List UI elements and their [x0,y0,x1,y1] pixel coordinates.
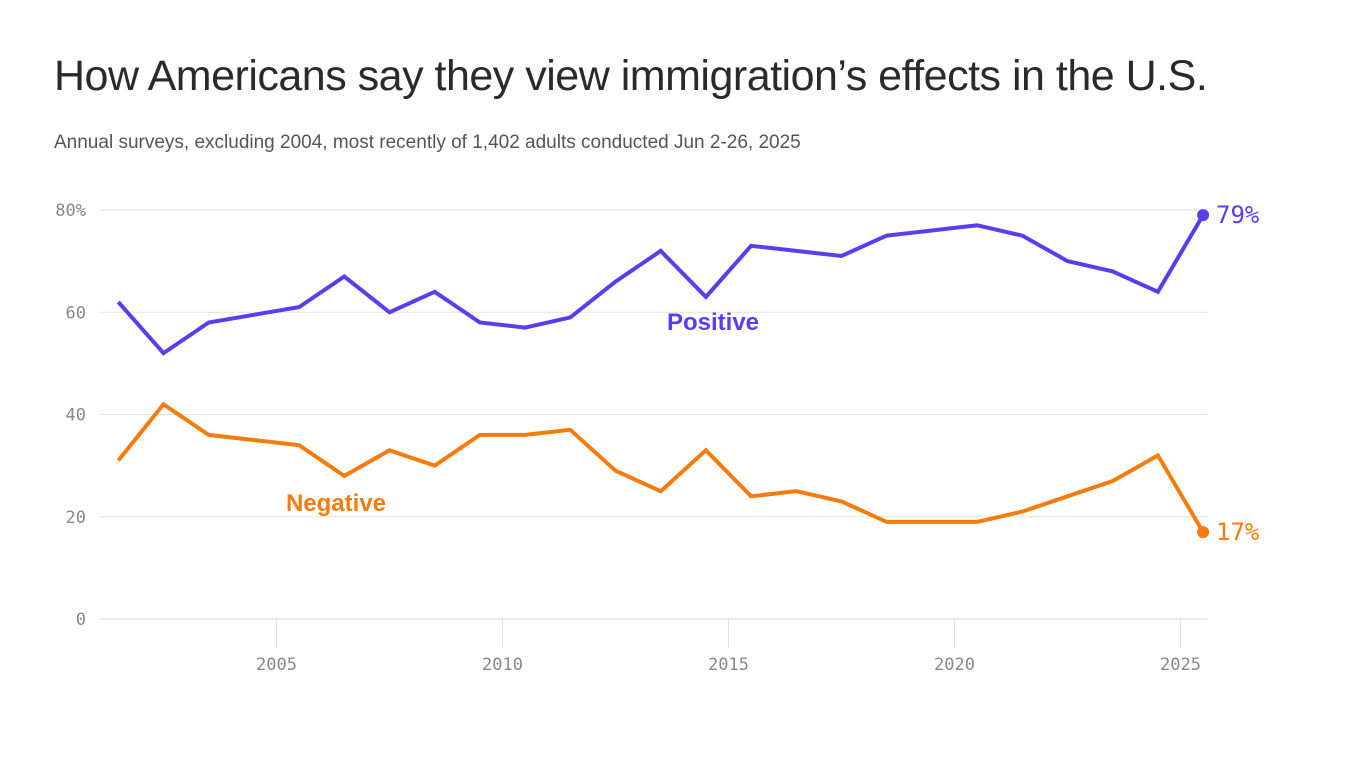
end-point-negative [1197,526,1210,539]
y-tick-label: 20 [66,508,86,528]
series-label-positive: Positive [667,309,759,336]
y-tick-label: 0 [76,610,86,630]
y-tick-label: 80% [55,201,86,221]
grid-lines [100,209,1207,620]
series-line-positive [116,214,1205,356]
y-axis: 0 20 40 60 80% [55,201,86,630]
series-label-negative: Negative [286,490,386,517]
y-tick-label: 60 [66,303,86,323]
series-line-negative [116,401,1205,534]
x-tick-label: 2015 [708,655,749,675]
end-value-label-negative: 17% [1216,518,1260,546]
y-tick-label: 40 [66,406,86,426]
chart-subtitle: Annual surveys, excluding 2004, most rec… [54,132,801,153]
labels: Positive Negative 79% 17% [286,201,1260,546]
x-tick-label: 2005 [256,655,297,675]
x-axis: 2005 2010 2015 2020 2025 [256,619,1201,675]
x-tick-label: 2020 [934,655,975,675]
end-value-label-positive: 79% [1216,201,1260,229]
x-tick-label: 2010 [482,655,523,675]
end-point-positive [1197,209,1210,222]
series [116,209,1210,539]
x-tick-label: 2025 [1160,655,1201,675]
chart-title: How Americans say they view immigration’… [54,52,1208,100]
